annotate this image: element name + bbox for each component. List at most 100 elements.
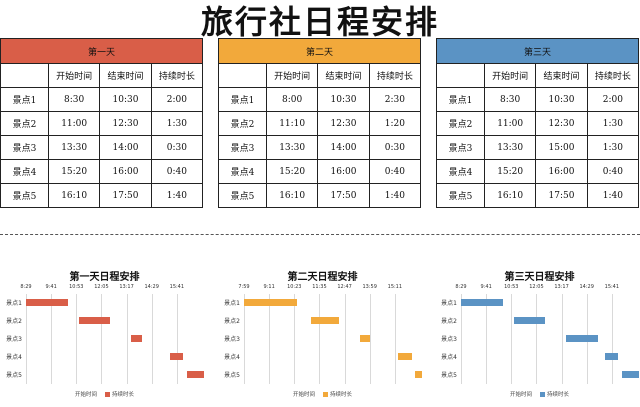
table-cell: 0:40 <box>150 159 204 184</box>
duration-bar <box>310 317 339 324</box>
table-cell: 12:30 <box>99 111 152 136</box>
table-cell: 8:00 <box>265 87 319 112</box>
duration-bar <box>26 299 69 306</box>
category-label: 景点1 <box>441 300 457 307</box>
gridline <box>344 294 346 384</box>
gridline <box>76 294 78 384</box>
tick-label: 7:59 <box>238 284 250 290</box>
category-label: 景点4 <box>441 354 457 361</box>
table-cell: 13:30 <box>483 135 537 160</box>
table-cell: 8:30 <box>483 87 537 112</box>
category-label: 景点4 <box>224 354 240 361</box>
gridline <box>126 294 128 384</box>
legend-item: 开始时间 <box>74 392 97 398</box>
gridline <box>26 294 27 384</box>
table-row: 景点5 16:10 17:50 1:40 <box>0 183 204 208</box>
gridline <box>486 294 488 384</box>
table-cell: 13:30 <box>265 135 319 160</box>
duration-bar <box>359 335 371 342</box>
category-label: 景点1 <box>224 300 240 307</box>
table-row: 景点5 16:10 17:50 1:40 <box>218 183 422 208</box>
schedule-table-day-2: 第二天 开始时间 结束时间 持续时长 景点1 8:00 10:30 2:30 景点2 11:10 1… <box>218 38 422 208</box>
day-header: 第三天 <box>436 38 639 64</box>
table-cell: 17:50 <box>317 183 370 208</box>
tick-label: 8:29 <box>455 284 467 290</box>
category-label: 景点5 <box>441 372 457 379</box>
table-cell: 16:00 <box>535 159 588 184</box>
gridline <box>51 294 53 384</box>
duration-bar <box>78 317 111 324</box>
gantt-chart-day-3: 第三天日程安排 8:29 9:41 10:53 12:05 13:17 14:29 15:41… <box>437 262 640 407</box>
table-cell: 2:00 <box>150 87 204 112</box>
table-cell: 11:00 <box>483 111 537 136</box>
category-label: 景点3 <box>224 336 240 343</box>
table-cell: 16:00 <box>99 159 152 184</box>
table-cell: 13:30 <box>47 135 101 160</box>
duration-bar <box>186 371 204 378</box>
table-cell: 1:40 <box>586 183 640 208</box>
duration-bar <box>604 353 619 360</box>
table-cell: 17:50 <box>535 183 588 208</box>
gridline <box>536 294 538 384</box>
day-header: 第一天 <box>0 38 203 64</box>
gridline <box>294 294 296 384</box>
tick-label: 14:29 <box>144 284 159 290</box>
tick-label: 10:53 <box>69 284 84 290</box>
table-cell: 2:00 <box>586 87 640 112</box>
column-header: 持续时长 <box>586 63 640 88</box>
table-cell: 17:50 <box>99 183 152 208</box>
table-row: 景点3 13:30 14:00 0:30 <box>218 135 422 160</box>
section-divider <box>0 234 640 235</box>
table-cell: 16:10 <box>483 183 537 208</box>
table-cell: 12:30 <box>535 111 588 136</box>
gridline <box>269 294 271 384</box>
tick-label: 11:35 <box>312 284 327 290</box>
column-header: 结束时间 <box>317 63 370 88</box>
schedule-table-day-1: 第一天 开始时间 结束时间 持续时长 景点1 8:30 10:30 2:00 景点2 11:00 1… <box>0 38 204 208</box>
tick-label: 13:59 <box>362 284 377 290</box>
category-label: 景点2 <box>441 318 457 325</box>
column-header: 持续时长 <box>368 63 422 88</box>
category-label: 景点5 <box>6 372 22 379</box>
tick-label: 15:41 <box>169 284 185 290</box>
duration-bar <box>244 299 297 306</box>
table-cell: 15:00 <box>535 135 588 160</box>
column-header: 结束时间 <box>535 63 588 88</box>
table-cell: 0:40 <box>586 159 640 184</box>
table-cell: 景点4 <box>218 159 267 184</box>
gridline <box>101 294 103 384</box>
table-cell: 10:30 <box>535 87 588 112</box>
tick-label: 15:11 <box>387 284 403 290</box>
duration-bar <box>513 317 546 324</box>
table-cell: 景点3 <box>0 135 49 160</box>
table-row: 景点4 15:20 16:00 0:40 <box>218 159 422 184</box>
table-cell: 景点1 <box>436 87 485 112</box>
legend-item: 持续时长 <box>540 392 569 398</box>
category-label: 景点3 <box>6 336 22 343</box>
tick-label: 12:05 <box>94 284 109 290</box>
duration-bar <box>398 353 412 360</box>
table-cell: 1:30 <box>586 111 640 136</box>
table-cell: 景点5 <box>218 183 267 208</box>
table-cell: 16:00 <box>317 159 370 184</box>
table-cell: 1:30 <box>150 111 204 136</box>
legend: 开始时间 持续时长 <box>220 390 425 398</box>
table-cell: 2:30 <box>368 87 422 112</box>
duration-bar <box>169 353 184 360</box>
table-row: 景点1 8:30 10:30 2:00 <box>436 87 640 112</box>
gridline <box>244 294 245 384</box>
category-label: 景点2 <box>6 318 22 325</box>
table-row: 景点1 8:30 10:30 2:00 <box>0 87 204 112</box>
table-cell: 景点4 <box>0 159 49 184</box>
tick-label: 10:53 <box>504 284 519 290</box>
table-cell: 11:10 <box>265 111 319 136</box>
gridline <box>176 294 178 384</box>
table-cell: 16:10 <box>47 183 101 208</box>
tick-label: 12:05 <box>529 284 544 290</box>
table-row: 景点3 13:30 14:00 0:30 <box>0 135 204 160</box>
table-cell: 1:30 <box>586 135 640 160</box>
gridline <box>461 294 462 384</box>
tick-label: 9:41 <box>45 284 57 290</box>
table-cell: 15:20 <box>47 159 101 184</box>
column-header <box>0 63 49 88</box>
